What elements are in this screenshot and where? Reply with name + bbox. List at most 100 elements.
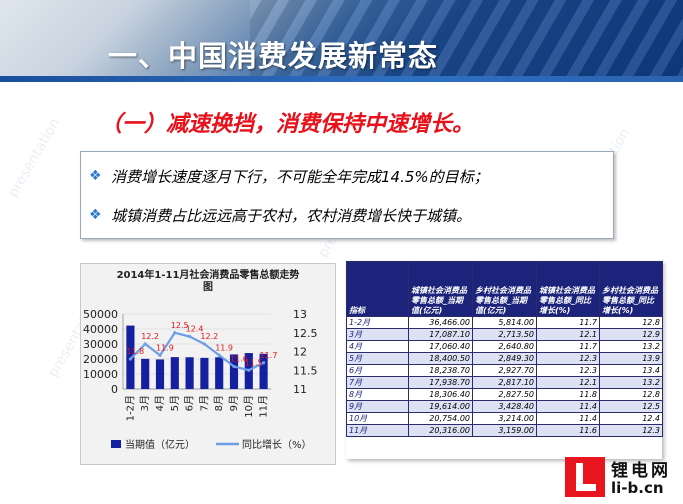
y-left-tick-label: 0	[111, 383, 118, 396]
table-cell: 13.2	[599, 376, 663, 389]
data-table: 指标 城镇社会消费品零售总额_当期值(亿元) 乡村社会消费品零售总额_当期值(亿元)…	[346, 261, 663, 437]
site-logo[interactable]: 锂电网 li-b.cn	[565, 449, 683, 504]
table-cell: 11.6	[536, 424, 600, 437]
table-cell: 13.4	[599, 364, 663, 377]
table-cell: 12.3	[599, 424, 663, 437]
slide-title: 一、中国消费发展新常态	[108, 39, 439, 73]
table-cell: 11.4	[536, 400, 600, 413]
line-point	[128, 357, 132, 361]
logo-text-en: li-b.cn	[611, 479, 664, 497]
table-cell: 11.8	[536, 388, 600, 401]
table-cell: 36,466.00	[408, 316, 473, 329]
bullet-item: ❖ 城镇消费占比远远高于农村，农村消费增长快于城镇。	[89, 203, 471, 227]
table-row: 6月 18,238.70 2,927.70 12.3 13.4	[346, 364, 663, 377]
chart-title-line: 图	[203, 282, 213, 293]
table-cell: 17,087.10	[408, 328, 473, 341]
table-cell: 3,428.40	[472, 400, 537, 413]
title-banner: 一、中国消费发展新常态	[0, 0, 683, 82]
table-row: 5月 18,400.50 2,849.30 12.3 13.9	[346, 352, 663, 365]
table-cell: 19,614.00	[408, 400, 473, 413]
row-label: 6月	[346, 364, 409, 377]
table-cell: 12.8	[599, 388, 663, 401]
line-point	[262, 361, 266, 365]
chart-plot: 0 10000 20000 30000 40000 50000 11 11.5 12 12.5 13…	[83, 308, 318, 451]
x-tick-label: 5月	[169, 395, 181, 411]
table-row: 8月 18,306.40 2,827.50 11.8 12.8	[346, 388, 663, 401]
y-right-tick-label: 11	[293, 383, 307, 396]
row-label: 11月	[346, 424, 409, 437]
line-point	[173, 331, 177, 335]
row-label: 7月	[346, 376, 409, 389]
data-label: 12.5	[171, 321, 189, 330]
y-right-tick-label: 12.5	[293, 327, 318, 340]
bar	[259, 353, 268, 389]
table-cell: 12.8	[599, 316, 663, 329]
table-cell: 12.4	[599, 412, 663, 425]
growth-line	[129, 331, 265, 372]
row-label: 10月	[346, 412, 409, 425]
retail-data-table: 指标 城镇社会消费品零售总额_当期值(亿元) 乡村社会消费品零售总额_当期值(亿元)…	[346, 261, 663, 459]
data-label: 11.9	[215, 343, 233, 352]
line-point	[202, 342, 206, 346]
logo-text-cn: 锂电网	[611, 461, 671, 481]
table-header-cell: 乡村社会消费品零售总额_同比增长(%)	[599, 261, 663, 317]
y-left-tick-label: 50000	[83, 308, 118, 321]
table-cell: 12.9	[599, 328, 663, 341]
line-point	[143, 342, 147, 346]
row-label: 4月	[346, 340, 409, 353]
x-tick-label: 9月	[228, 395, 240, 411]
bar	[200, 357, 209, 389]
table-cell: 11.7	[536, 340, 600, 353]
table-cell: 2,927.70	[472, 364, 537, 377]
y-left-tick-label: 20000	[83, 353, 118, 366]
row-label: 1-2月	[346, 316, 409, 329]
bullet-text: 消费增长速度逐月下行，不可能全年完成14.5%的目标；	[111, 167, 489, 186]
x-tick-label: 7月	[198, 395, 210, 411]
data-label: 12.2	[200, 332, 218, 341]
keyboard-graphic	[250, 0, 683, 82]
line-point	[247, 368, 251, 372]
table-cell: 3,214.00	[472, 412, 537, 425]
diamond-bullet-icon: ❖	[89, 207, 102, 223]
bullet-item: ❖ 消费增长速度逐月下行，不可能全年完成14.5%的目标；	[89, 164, 489, 188]
table-cell: 11.7	[536, 316, 600, 329]
table-header-cell: 城镇社会消费品零售总额_当期值(亿元)	[408, 261, 473, 317]
table-cell: 20,316.00	[408, 424, 473, 437]
x-tick-label: 11月	[258, 395, 270, 418]
table-cell: 20,754.00	[408, 412, 473, 425]
bar	[155, 359, 165, 389]
bullet-box: ❖ 消费增长速度逐月下行，不可能全年完成14.5%的目标； ❖ 城镇消费占比远远…	[80, 151, 614, 239]
bar	[141, 358, 150, 389]
y-right-tick-label: 11.5	[293, 364, 318, 377]
table-row: 10月 20,754.00 3,214.00 11.4 12.4	[346, 412, 663, 425]
table-cell: 5,814.00	[472, 316, 537, 329]
table-header-cell: 乡村社会消费品零售总额_当期值(亿元)	[472, 261, 537, 317]
legend-label: 同比增长（%）	[242, 438, 312, 451]
table-cell: 2,827.50	[472, 388, 537, 401]
y-right-tick-label: 13	[293, 308, 307, 321]
data-label: 11.7	[260, 351, 278, 360]
y-left-tick-label: 30000	[83, 338, 118, 351]
legend-swatch-bar	[111, 440, 121, 448]
line-point	[158, 353, 162, 357]
title-underline	[0, 76, 683, 82]
bar	[126, 325, 135, 389]
table-cell: 13.9	[599, 352, 663, 365]
line-point	[232, 364, 236, 369]
x-tick-label: 4月	[154, 395, 166, 411]
y-right-tick-label: 12	[293, 346, 307, 359]
legend-label: 当期值（亿元）	[125, 438, 195, 451]
table-cell: 3,159.00	[472, 424, 537, 437]
y-left-tick-label: 40000	[83, 323, 118, 336]
table-cell: 12.3	[536, 364, 600, 377]
bar	[215, 357, 224, 389]
table-header-row: 指标 城镇社会消费品零售总额_当期值(亿元) 乡村社会消费品零售总额_当期值(亿元)…	[346, 261, 663, 317]
row-label: 3月	[346, 328, 409, 341]
table-cell: 2,640.80	[472, 340, 537, 353]
table-cell: 12.1	[536, 376, 600, 389]
logo-mark-icon	[565, 457, 605, 497]
retail-sales-chart: 2014年1-11月社会消费品零售总额走势 图 0 10000 20000 30000…	[80, 263, 336, 465]
x-tick-label: 6月	[184, 395, 196, 411]
row-label: 9月	[346, 400, 409, 413]
